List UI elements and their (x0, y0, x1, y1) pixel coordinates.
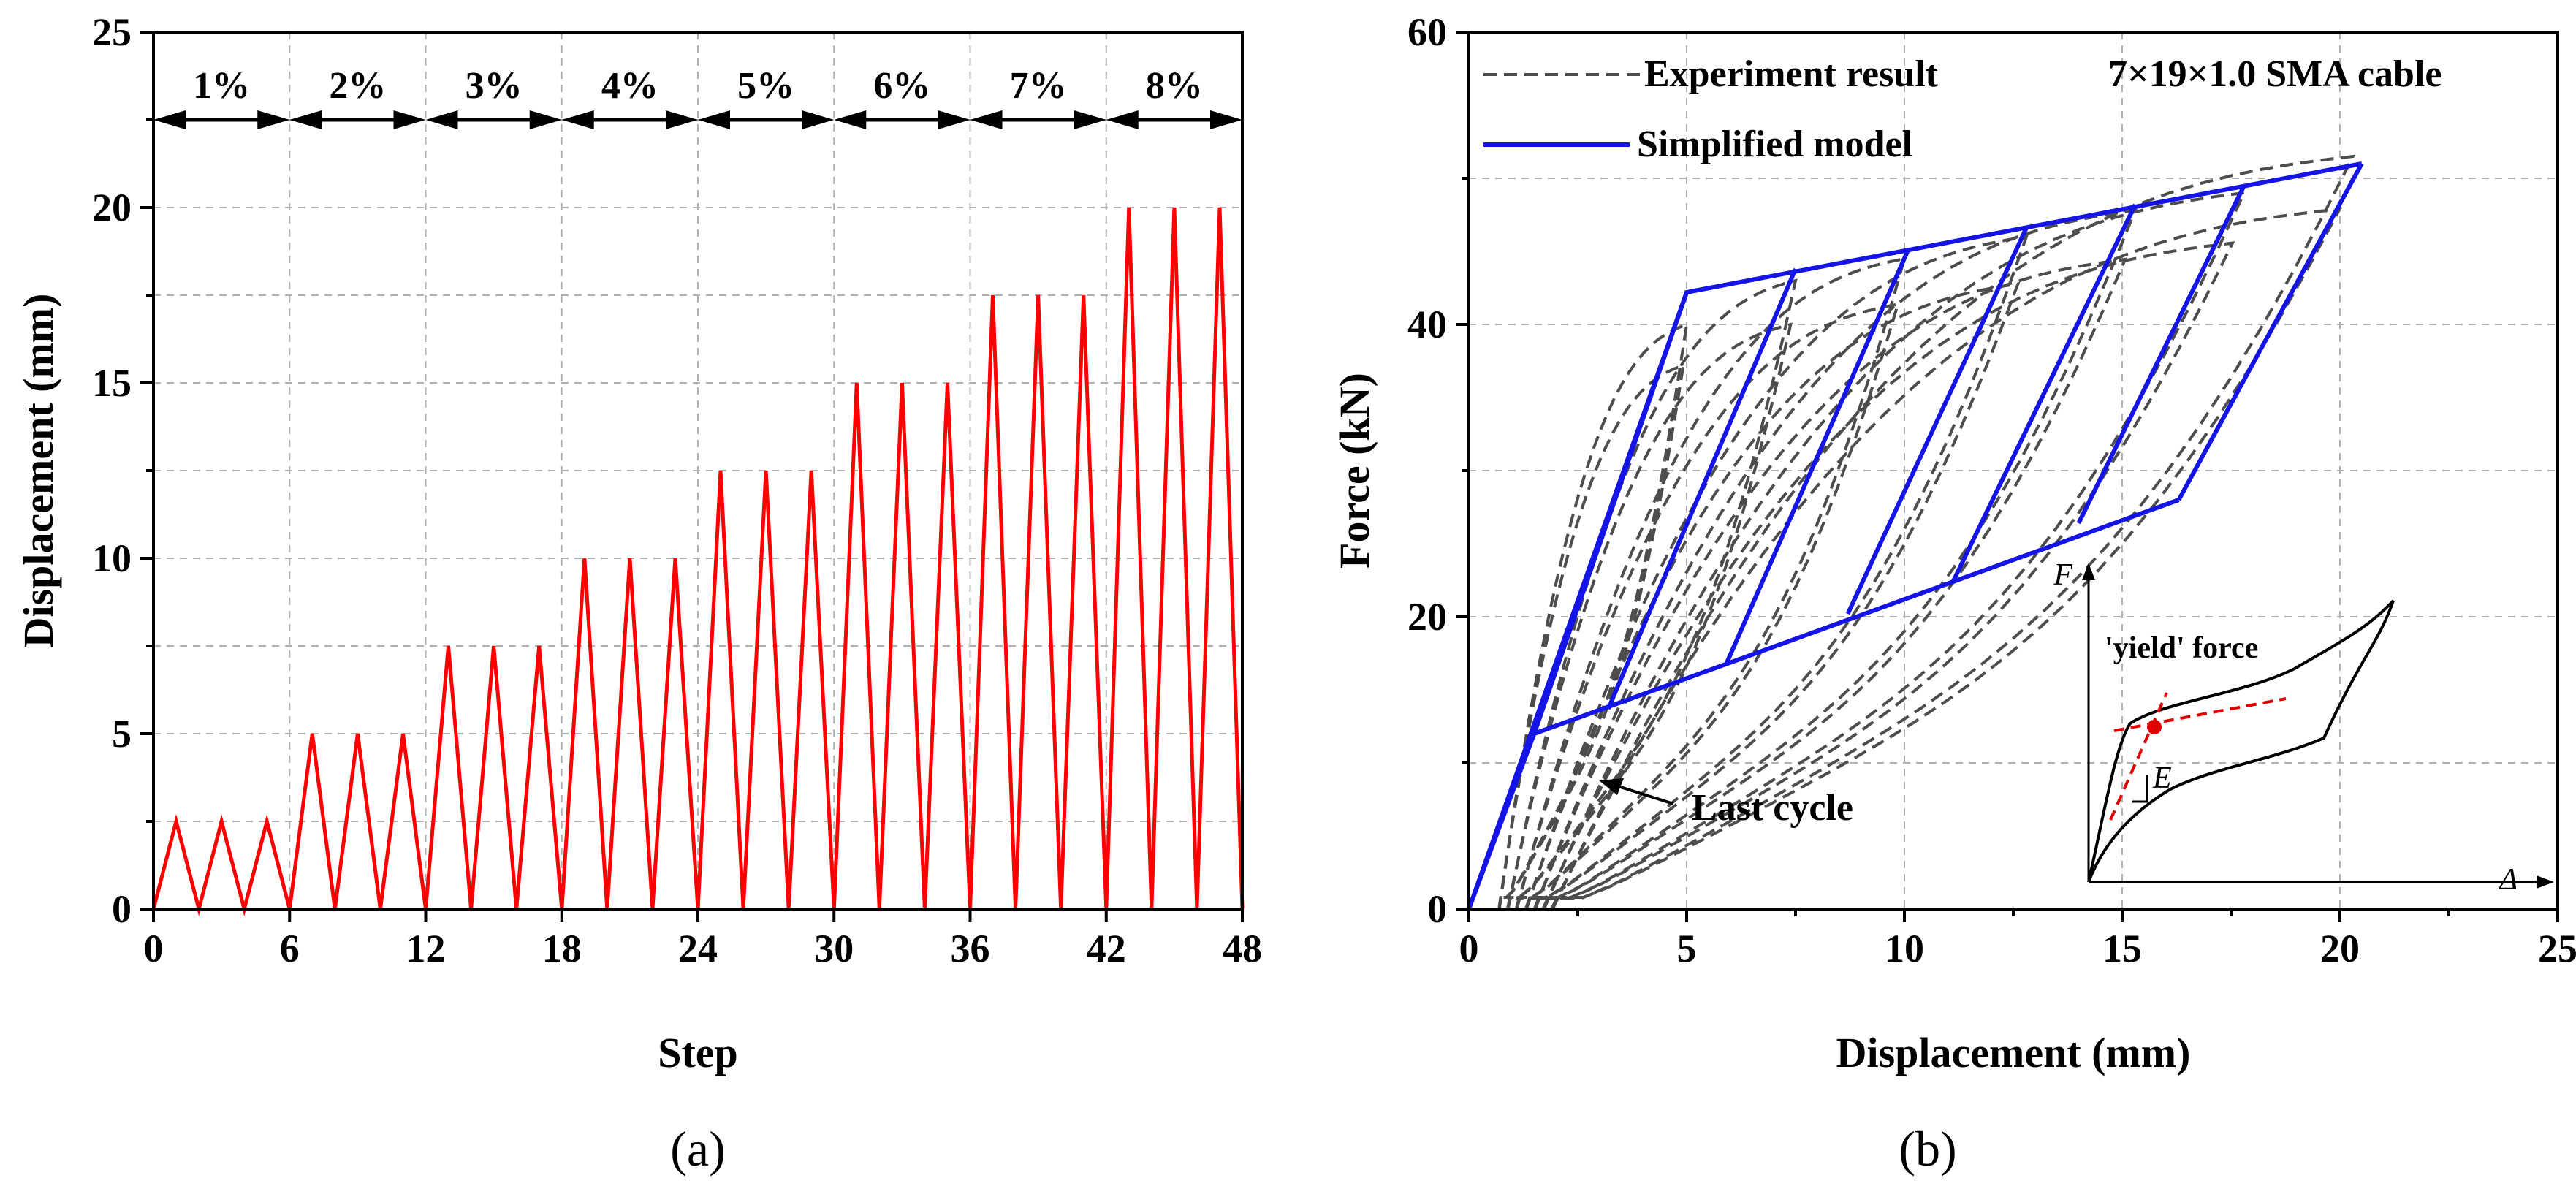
level-label: 6% (873, 65, 930, 107)
chart-a-x-tick-label: 18 (542, 927, 582, 970)
level-label: 8% (1146, 65, 1203, 107)
chart-b: 0 5 10 15 20 25 0 20 40 60 Experiment result Simp… (1331, 10, 2576, 1177)
chart-b-x-axis-label: Displacement (mm) (1836, 1029, 2191, 1076)
model-unloading-line (2076, 184, 2246, 525)
chart-b-x-tick-label: 15 (2102, 927, 2142, 970)
specimen-label: 7×19×1.0 SMA cable (2108, 53, 2442, 95)
inset-stiffness-label: E (2152, 761, 2172, 795)
experiment-loop-repeat (1524, 281, 2021, 910)
model-unloading-line (1723, 247, 1911, 666)
level-label: 2% (329, 65, 386, 107)
chart-b-y-tick-label: 60 (1407, 10, 1447, 54)
last-cycle-arrow (1613, 783, 1674, 805)
chart-a: 1% 2% 3% 4% 5% 6% 7% 8% 0 6 12 18 24 30 36 42 48 0 5 10 15 2… (15, 10, 1262, 1177)
chart-a-y-tick-label: 25 (92, 10, 132, 54)
level-arrowhead-right (257, 110, 290, 129)
experiment-loop (1506, 278, 1798, 910)
level-label: 5% (737, 65, 794, 107)
chart-a-y-tick-label: 20 (92, 186, 132, 229)
chart-a-x-tick-label: 48 (1223, 927, 1262, 970)
inset-stiffness-line (2109, 692, 2168, 821)
level-arrowhead-left (834, 110, 867, 129)
level-label: 4% (601, 65, 658, 107)
level-label: 1% (193, 65, 250, 107)
chart-b-x-tick-label: 20 (2320, 927, 2360, 970)
level-arrowhead-left (153, 110, 186, 129)
chart-a-y-tick-label: 5 (112, 712, 132, 756)
experiment-loop-repeat (1550, 207, 2343, 910)
inset-y-axis-label: F (2053, 558, 2072, 592)
chart-a-x-tick-label: 0 (144, 927, 164, 970)
level-arrowhead-left (425, 110, 458, 129)
inset-x-arrowhead (2537, 875, 2554, 889)
legend-experiment-label: Experiment result (1644, 53, 1939, 95)
chart-a-x-tick-label: 12 (406, 927, 446, 970)
chart-b-y-tick-label: 0 (1427, 887, 1447, 931)
level-arrowhead-right (1074, 110, 1106, 129)
last-cycle-label: Last cycle (1692, 787, 1853, 829)
chart-a-x-axis-label: Step (658, 1029, 738, 1076)
chart-a-x-tick-label: 36 (951, 927, 990, 970)
level-arrowhead-right (529, 110, 562, 129)
level-arrowhead-right (666, 110, 698, 129)
level-arrowhead-left (1106, 110, 1139, 129)
level-arrowhead-right (1210, 110, 1242, 129)
chart-a-y-tick-label: 0 (112, 887, 132, 931)
last-cycle-annotation: Last cycle (1599, 778, 1853, 829)
level-arrowhead-left (698, 110, 730, 129)
level-arrowhead-right (938, 110, 970, 129)
level-label: 3% (466, 65, 523, 107)
chart-a-y-tick-label: 15 (92, 361, 132, 405)
chart-a-x-tick-label: 24 (678, 927, 718, 970)
experiment-loop (1551, 154, 2356, 910)
chart-a-y-axis-label: Displacement (mm) (15, 294, 62, 648)
chart-b-x-tick-label: 5 (1677, 927, 1697, 970)
inset-yield-point (2147, 720, 2162, 734)
chart-b-panel-label: (b) (1899, 1121, 1956, 1177)
chart-b-legend: Experiment result Simplified model (1483, 53, 1939, 165)
level-arrowhead-right (393, 110, 426, 129)
model-unloading-line (1606, 267, 1798, 710)
chart-b-y-tick-label: 40 (1407, 303, 1447, 346)
chart-a-x-tick-label: 42 (1087, 927, 1126, 970)
chart-a-x-tick-label: 30 (814, 927, 854, 970)
model-unloading-line (2176, 162, 2364, 501)
inset-schematic: F Δ E 'yield' force (2053, 558, 2554, 897)
inset-hysteresis-curve (2087, 599, 2395, 883)
chart-b-x-tick-label: 25 (2538, 927, 2576, 970)
experiment-loop-repeat (1514, 302, 1900, 910)
chart-a-y-tick-label: 10 (92, 536, 132, 580)
experiment-loop-repeat (1505, 322, 1793, 910)
chart-b-x-tick-label: 0 (1459, 927, 1479, 970)
model-origin-segment (1467, 732, 1537, 911)
inset-post-yield-line (2113, 697, 2287, 732)
model-unloading-line (1845, 227, 2029, 615)
experiment-loop (1515, 256, 1907, 910)
chart-a-panel-label: (a) (670, 1121, 725, 1177)
model-unloading-line (1532, 292, 1689, 734)
chart-b-x-tick-label: 10 (1885, 927, 1924, 970)
experiment-loop-repeat (1541, 241, 2235, 910)
chart-a-x-tick-label: 6 (280, 927, 300, 970)
model-lower-envelope (1533, 498, 2180, 736)
last-cycle-arrowhead (1599, 778, 1624, 795)
inset-yield-label: 'yield' force (2105, 631, 2258, 665)
level-label: 7% (1010, 65, 1067, 107)
model-unloading-line (1950, 203, 2138, 585)
level-arrowhead-right (802, 110, 835, 129)
level-arrowhead-left (561, 110, 594, 129)
level-arrowhead-left (289, 110, 322, 129)
inset-slope-triangle (2132, 775, 2148, 803)
legend-model-label: Simplified model (1637, 123, 1912, 165)
level-arrowhead-left (970, 110, 1003, 129)
chart-b-y-axis-label: Force (kN) (1331, 373, 1378, 569)
inset-y-arrowhead (2082, 563, 2095, 580)
inset-x-axis-label: Δ (2498, 863, 2518, 897)
chart-b-y-tick-label: 20 (1407, 595, 1447, 639)
